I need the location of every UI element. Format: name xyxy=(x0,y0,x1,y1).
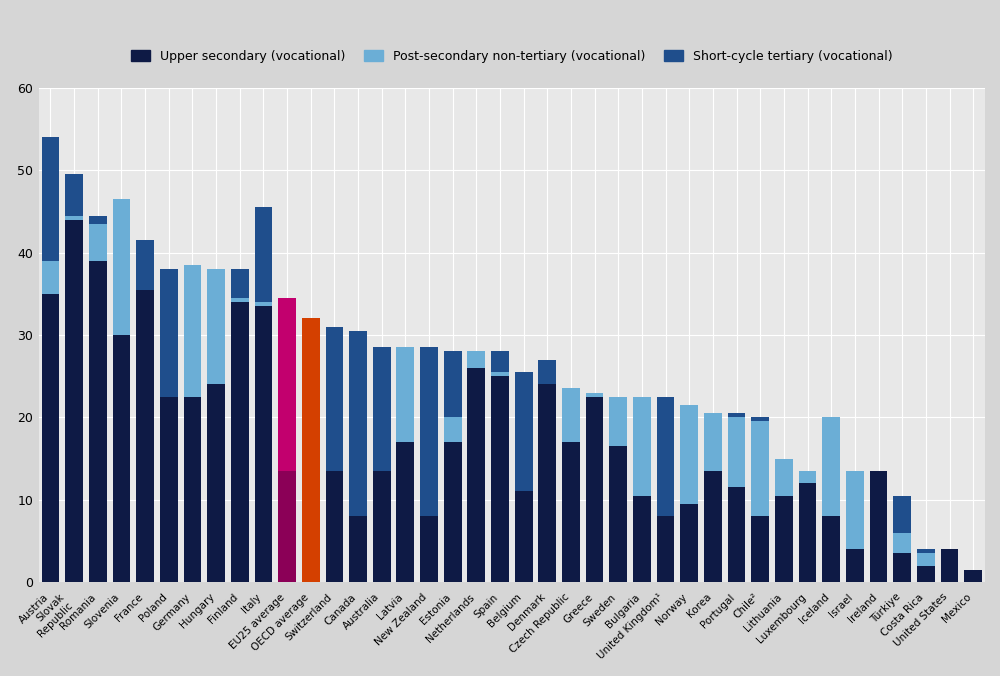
Bar xyxy=(396,347,414,442)
Bar xyxy=(893,533,911,553)
Bar xyxy=(184,397,201,582)
Bar xyxy=(349,516,367,582)
Bar xyxy=(160,397,178,582)
Bar xyxy=(775,496,793,582)
Bar xyxy=(751,421,769,516)
Bar xyxy=(633,397,651,496)
Bar xyxy=(609,397,627,446)
Bar xyxy=(751,417,769,421)
Bar xyxy=(941,549,958,582)
Bar xyxy=(231,269,249,298)
Bar xyxy=(302,318,320,417)
Bar xyxy=(302,417,320,582)
Legend: Upper secondary (vocational), Post-secondary non-tertiary (vocational), Short-cy: Upper secondary (vocational), Post-secon… xyxy=(126,45,897,68)
Bar xyxy=(42,294,59,582)
Bar xyxy=(65,174,83,216)
Bar xyxy=(491,376,509,582)
Bar xyxy=(420,347,438,516)
Bar xyxy=(775,458,793,496)
Bar xyxy=(538,385,556,582)
Bar xyxy=(42,137,59,261)
Bar xyxy=(373,471,391,582)
Bar xyxy=(680,405,698,504)
Bar xyxy=(917,549,935,553)
Bar xyxy=(136,289,154,582)
Bar xyxy=(586,397,603,582)
Bar xyxy=(680,504,698,582)
Bar xyxy=(822,516,840,582)
Bar xyxy=(562,389,580,442)
Bar xyxy=(42,261,59,294)
Bar xyxy=(728,487,745,582)
Bar xyxy=(420,516,438,582)
Bar xyxy=(444,352,462,417)
Bar xyxy=(113,335,130,582)
Bar xyxy=(65,216,83,220)
Bar xyxy=(184,265,201,397)
Bar xyxy=(326,327,343,471)
Bar xyxy=(538,360,556,385)
Bar xyxy=(633,496,651,582)
Bar xyxy=(231,298,249,302)
Bar xyxy=(515,372,533,491)
Bar xyxy=(113,199,130,335)
Bar xyxy=(846,471,864,549)
Bar xyxy=(870,471,887,582)
Bar xyxy=(893,496,911,533)
Bar xyxy=(704,471,722,582)
Bar xyxy=(255,302,272,306)
Bar xyxy=(964,570,982,582)
Bar xyxy=(467,352,485,368)
Bar xyxy=(751,516,769,582)
Bar xyxy=(89,261,107,582)
Bar xyxy=(799,483,816,582)
Bar xyxy=(846,549,864,582)
Bar xyxy=(515,491,533,582)
Bar xyxy=(917,566,935,582)
Bar xyxy=(349,331,367,516)
Bar xyxy=(822,417,840,516)
Bar xyxy=(207,385,225,582)
Bar xyxy=(326,471,343,582)
Bar xyxy=(562,442,580,582)
Bar xyxy=(467,368,485,582)
Bar xyxy=(278,471,296,582)
Bar xyxy=(89,216,107,224)
Bar xyxy=(65,220,83,582)
Bar xyxy=(799,471,816,483)
Bar xyxy=(373,347,391,471)
Bar xyxy=(396,442,414,582)
Bar xyxy=(136,240,154,289)
Bar xyxy=(160,269,178,397)
Bar xyxy=(704,413,722,471)
Bar xyxy=(255,208,272,302)
Bar xyxy=(89,224,107,261)
Bar xyxy=(491,372,509,376)
Bar xyxy=(491,352,509,372)
Bar xyxy=(917,553,935,566)
Bar xyxy=(255,306,272,582)
Bar xyxy=(728,413,745,417)
Bar xyxy=(231,302,249,582)
Bar xyxy=(893,553,911,582)
Bar xyxy=(657,397,674,516)
Bar xyxy=(207,269,225,385)
Bar xyxy=(444,417,462,442)
Bar xyxy=(586,393,603,397)
Bar xyxy=(728,417,745,487)
Bar xyxy=(657,516,674,582)
Bar xyxy=(609,446,627,582)
Bar xyxy=(444,442,462,582)
Bar xyxy=(278,298,296,471)
